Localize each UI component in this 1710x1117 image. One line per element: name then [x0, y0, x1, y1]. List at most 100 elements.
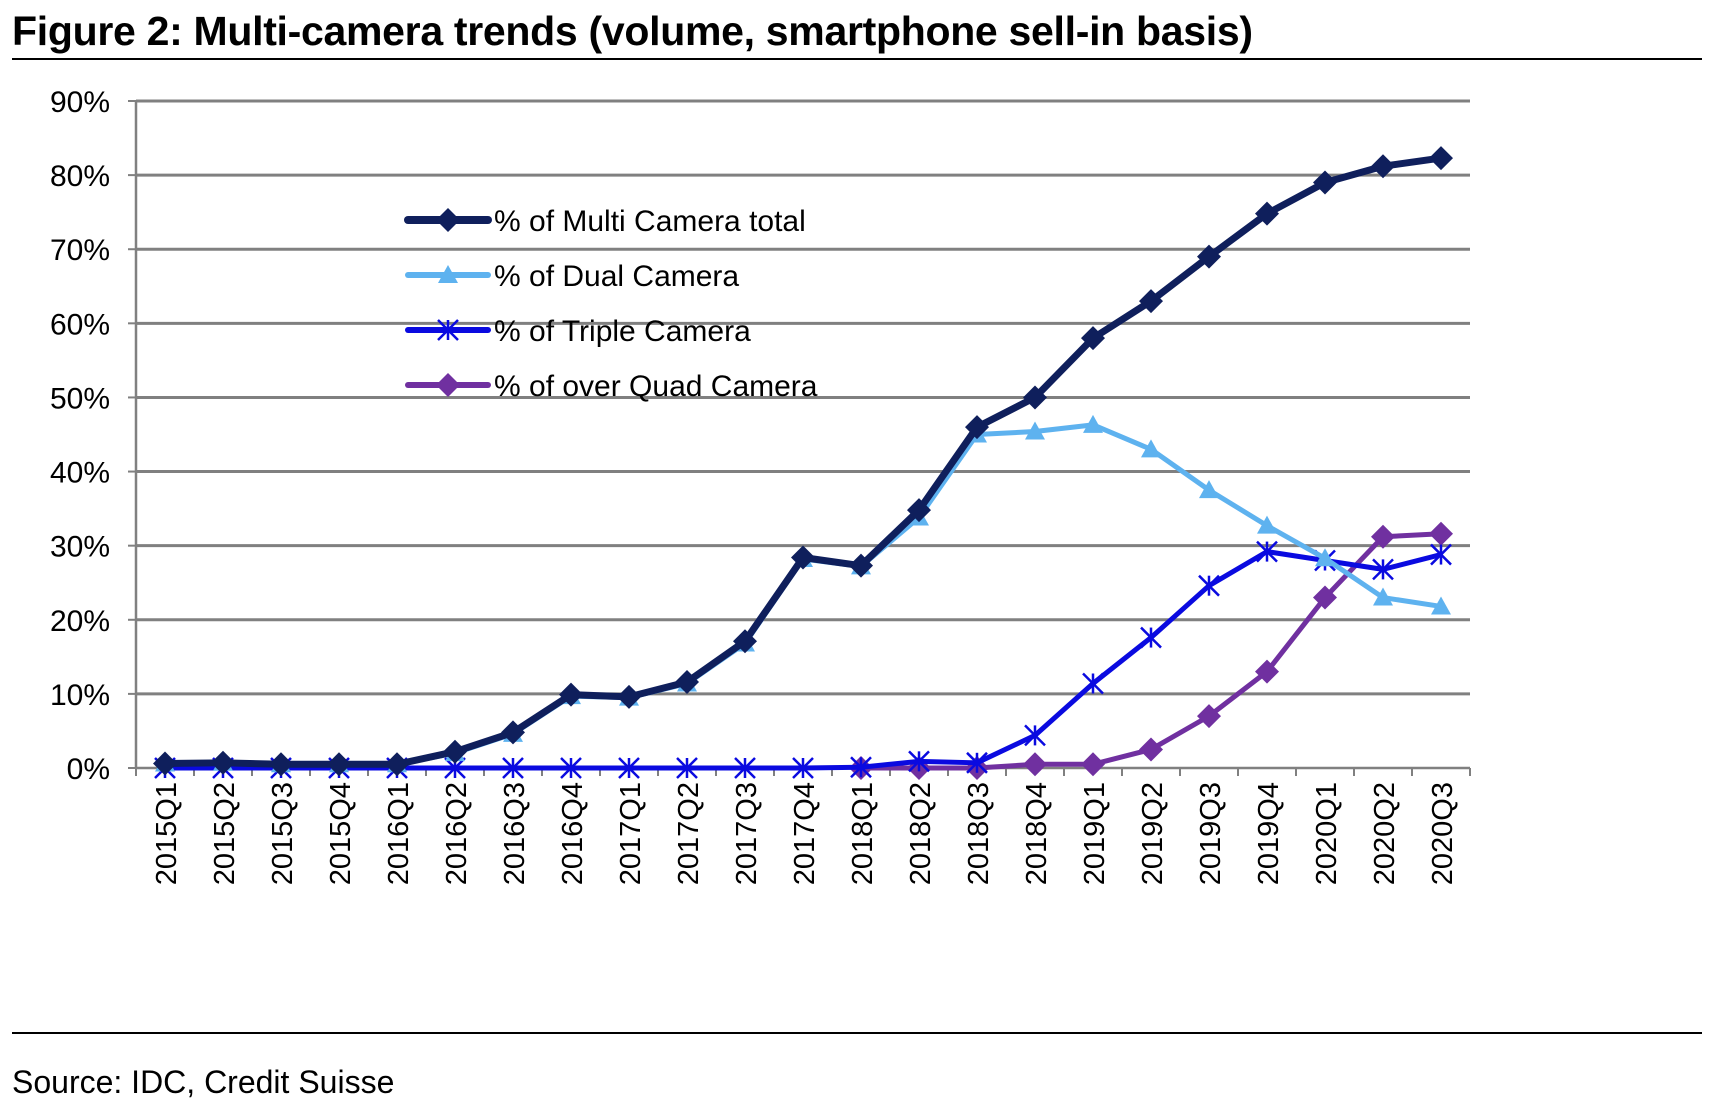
data-point	[153, 751, 177, 776]
data-point	[1197, 704, 1221, 729]
data-point	[1315, 548, 1335, 567]
y-tick-label: 10%	[50, 679, 110, 712]
data-point	[733, 629, 757, 654]
series-2	[154, 540, 1452, 779]
data-point	[1139, 289, 1163, 314]
data-point	[443, 739, 467, 764]
title-rule	[12, 58, 1702, 60]
x-tick-label: 2015Q2	[209, 782, 241, 885]
x-axis-tick-labels: 2015Q1 2015Q2 2015Q3 2015Q4 2016Q1 2016Q2 2016…	[151, 782, 1459, 885]
data-point	[850, 756, 872, 779]
gridlines	[136, 99, 1470, 696]
data-point	[1372, 558, 1394, 581]
source-note: Source: IDC, Credit Suisse	[12, 1064, 395, 1100]
y-axis-tick-labels: 0% 10% 20% 30% 40% 50% 60% 70% 80% 90%	[50, 86, 110, 786]
data-point	[1255, 201, 1279, 226]
data-point	[1430, 543, 1452, 566]
x-tick-label: 2017Q4	[789, 782, 821, 885]
x-tick-label: 2017Q3	[731, 782, 763, 885]
data-point	[1198, 574, 1220, 597]
data-point	[676, 757, 698, 779]
x-tick-label: 2018Q4	[1021, 782, 1053, 885]
series-3	[849, 521, 1453, 780]
data-point	[438, 265, 458, 283]
y-tick-label: 20%	[50, 605, 110, 638]
footer-rule	[12, 1032, 1702, 1034]
data-point	[908, 750, 930, 773]
data-point	[791, 545, 815, 570]
legend-label: % of Dual Camera	[494, 260, 739, 293]
x-tick-label: 2017Q1	[615, 782, 647, 885]
x-tick-label: 2019Q1	[1079, 782, 1111, 885]
data-point	[385, 752, 409, 777]
data-point	[436, 208, 460, 232]
multi-camera-line-chart: 0%10%20%30%40%50%60%70%80%90% 2015Q1 2015…	[50, 86, 1471, 885]
y-tick-label: 90%	[50, 86, 110, 119]
data-point	[560, 757, 582, 779]
x-tick-label: 2018Q2	[905, 782, 937, 885]
data-point	[965, 415, 989, 440]
data-point	[1371, 154, 1395, 179]
data-point	[1083, 414, 1103, 433]
x-tick-label: 2016Q3	[499, 782, 531, 885]
data-point	[1082, 672, 1104, 695]
data-point	[436, 373, 460, 397]
x-tick-label: 2015Q3	[267, 782, 299, 885]
data-point	[1197, 244, 1221, 269]
data-point	[559, 682, 583, 707]
data-point	[618, 757, 640, 779]
series-line	[861, 531, 1442, 771]
data-point	[849, 553, 873, 578]
data-point	[1313, 585, 1337, 610]
data-point	[966, 751, 988, 774]
x-tick-label: 2015Q4	[325, 782, 357, 885]
data-point	[1431, 596, 1451, 615]
series-1	[155, 414, 1451, 773]
data-point	[1257, 515, 1277, 534]
legend-entry: % of Multi Camera total	[404, 205, 806, 238]
y-tick-label: 80%	[50, 160, 110, 193]
x-tick-label: 2019Q2	[1137, 782, 1169, 885]
y-tick-label: 60%	[50, 308, 110, 341]
legend-label: % of over Quad Camera	[494, 370, 818, 403]
x-tick-label: 2019Q4	[1253, 782, 1285, 885]
data-point	[1371, 524, 1395, 549]
data-point	[502, 757, 524, 779]
data-point	[1023, 752, 1047, 777]
legend-label: % of Multi Camera total	[494, 205, 806, 238]
data-point	[1024, 724, 1046, 747]
x-tick-label: 2016Q2	[441, 782, 473, 885]
x-tick-label: 2016Q1	[383, 782, 415, 885]
data-point	[1139, 737, 1163, 762]
data-point	[1255, 659, 1279, 684]
data-point	[1140, 626, 1162, 649]
data-point	[1081, 326, 1105, 351]
legend: % of Multi Camera total % of Dual Camera%…	[404, 205, 818, 403]
x-tick-label: 2020Q3	[1427, 782, 1459, 885]
x-tick-label: 2017Q2	[673, 782, 705, 885]
data-point	[1199, 480, 1219, 499]
data-point	[734, 757, 756, 779]
data-point	[1429, 521, 1453, 546]
data-point	[1256, 540, 1278, 563]
x-tick-label: 2019Q3	[1195, 782, 1227, 885]
data-point	[327, 752, 351, 777]
legend-label: % of Triple Camera	[494, 315, 751, 348]
data-point	[211, 750, 235, 775]
x-tick-label: 2018Q1	[847, 782, 879, 885]
x-tick-label: 2015Q1	[151, 782, 183, 885]
data-point	[269, 752, 293, 777]
legend-entry: % of Triple Camera	[405, 315, 751, 348]
x-tick-label: 2016Q4	[557, 782, 589, 885]
y-tick-label: 40%	[50, 457, 110, 490]
series-lines	[153, 146, 1453, 780]
data-point	[1023, 385, 1047, 410]
x-tick-label: 2020Q2	[1369, 782, 1401, 885]
data-point	[792, 757, 814, 779]
data-point	[1313, 170, 1337, 195]
y-tick-label: 70%	[50, 234, 110, 267]
series-0	[153, 146, 1453, 777]
legend-entry: % of Dual Camera	[405, 260, 739, 293]
x-tick-label: 2018Q3	[963, 782, 995, 885]
y-tick-label: 50%	[50, 382, 110, 415]
